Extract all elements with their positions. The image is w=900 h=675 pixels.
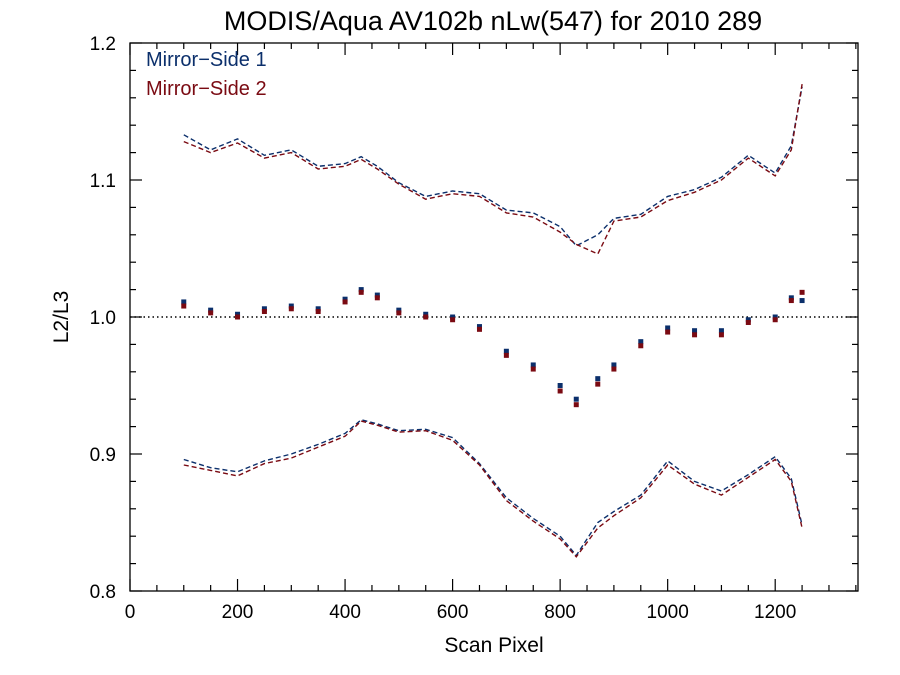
data-point — [342, 296, 348, 302]
legend: Mirror−Side 1 Mirror−Side 2 — [146, 49, 267, 100]
data-point — [358, 289, 364, 295]
data-point — [261, 306, 267, 312]
x-tick-label: 1000 — [647, 602, 689, 623]
data-point — [450, 314, 456, 320]
data-point — [396, 310, 402, 316]
legend-mirror-side-2: Mirror−Side 2 — [146, 78, 267, 100]
y-tick-label: 0.9 — [90, 445, 116, 466]
series-mirror-side-2 — [181, 83, 805, 558]
data-point — [611, 362, 617, 368]
data-point — [665, 329, 671, 335]
data-point — [288, 303, 294, 309]
data-point — [288, 306, 294, 312]
data-point — [611, 366, 617, 372]
y-axis-label: L2/L3 — [50, 291, 73, 344]
data-point — [788, 295, 794, 301]
data-point — [423, 314, 429, 320]
data-point — [235, 311, 241, 317]
data-point — [665, 325, 671, 331]
data-point — [638, 339, 644, 345]
data-point — [261, 309, 267, 315]
data-point — [595, 376, 601, 382]
envelope-lower-ms1 — [183, 419, 803, 557]
data-point — [530, 366, 536, 372]
data-point — [718, 328, 724, 334]
x-tick-label: 800 — [544, 602, 576, 623]
plot-area: 0 200 400 600 800 1000 1200 0.8 0.9 1.0 1.1 1.2 — [90, 34, 859, 623]
data-point — [799, 289, 805, 295]
y-tick-label: 1.1 — [90, 171, 116, 192]
data-point — [573, 396, 579, 402]
data-point — [374, 292, 380, 298]
data-point — [423, 311, 429, 317]
y-tick-label: 0.8 — [90, 582, 116, 603]
data-point — [358, 287, 364, 293]
x-tick-label: 200 — [222, 602, 254, 623]
x-axis-label: Scan Pixel — [444, 634, 543, 657]
data-point — [476, 326, 482, 332]
data-point — [181, 299, 187, 305]
data-point — [638, 343, 644, 349]
data-point — [315, 309, 321, 315]
data-point — [573, 402, 579, 408]
data-point — [235, 314, 241, 320]
envelope-upper-ms1 — [183, 86, 803, 247]
data-point — [745, 317, 751, 323]
data-point — [718, 332, 724, 338]
data-point — [208, 307, 214, 313]
data-point — [799, 298, 805, 304]
data-point — [450, 317, 456, 323]
data-point — [692, 328, 698, 334]
chart-title: MODIS/Aqua AV102b nLw(547) for 2010 289 — [224, 6, 762, 36]
x-tick-label: 400 — [329, 602, 361, 623]
data-point — [595, 381, 601, 387]
y-tick-label: 1.2 — [90, 34, 116, 55]
data-point — [745, 319, 751, 325]
data-point — [476, 324, 482, 330]
data-point — [181, 303, 187, 309]
series-mirror-side-1 — [181, 86, 805, 557]
data-point — [557, 388, 563, 394]
data-point — [503, 352, 509, 358]
envelope-lower-ms2 — [183, 420, 803, 558]
data-point — [503, 348, 509, 354]
data-point — [788, 298, 794, 304]
x-tick-label: 1200 — [754, 602, 796, 623]
data-point — [342, 299, 348, 305]
data-point — [396, 307, 402, 313]
y-tick-label: 1.0 — [90, 308, 116, 329]
data-point — [557, 383, 563, 388]
x-tick-label: 600 — [437, 602, 469, 623]
data-point — [530, 362, 536, 368]
data-point — [772, 314, 778, 320]
x-tick-label: 0 — [125, 602, 136, 623]
data-point — [692, 332, 698, 338]
legend-mirror-side-1: Mirror−Side 1 — [146, 49, 267, 71]
data-point — [315, 306, 321, 312]
data-point — [374, 295, 380, 301]
data-point — [772, 317, 778, 323]
envelope-upper-ms2 — [183, 83, 803, 255]
data-point — [208, 310, 214, 316]
